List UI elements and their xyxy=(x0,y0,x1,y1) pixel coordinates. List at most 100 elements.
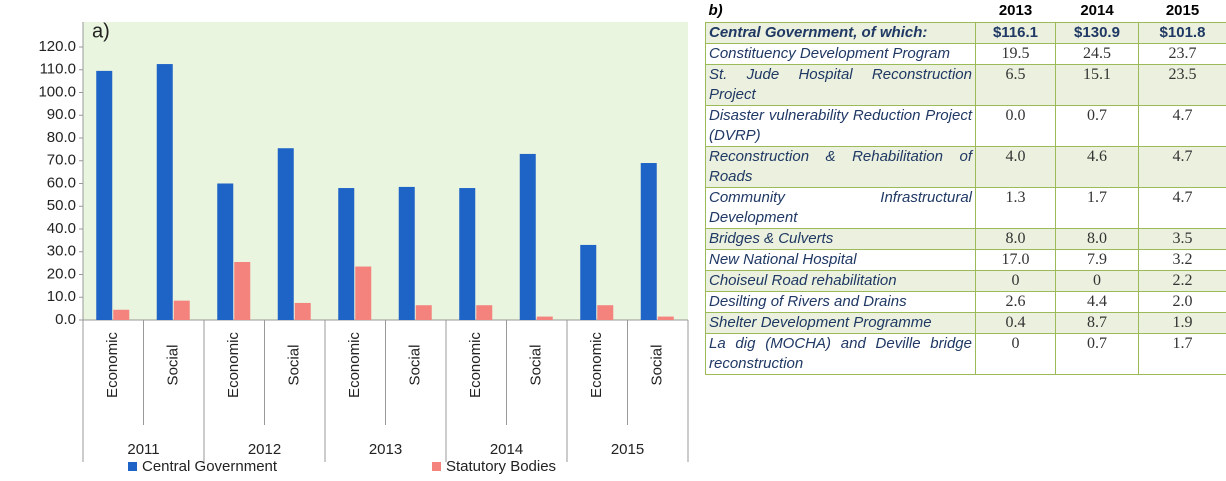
table-row: Reconstruction & Rehabilitation of Roads… xyxy=(705,146,1226,188)
legend-swatch xyxy=(432,462,441,471)
label-cell: Community Infrastructural Development xyxy=(705,187,976,229)
y-tick-label: 70.0 xyxy=(47,152,76,169)
value-cell: 0.0 xyxy=(975,105,1056,147)
value-cell: 0.7 xyxy=(1055,333,1139,375)
value-cell: 4.7 xyxy=(1138,146,1226,188)
y-tick-label: 10.0 xyxy=(47,288,76,305)
plot-background xyxy=(83,22,688,320)
value-cell: 1.3 xyxy=(975,187,1056,229)
group-label: 2013 xyxy=(369,441,402,458)
value-cell: 0.4 xyxy=(975,312,1056,334)
y-tick-label: 20.0 xyxy=(47,265,76,282)
x-tick-label: Social xyxy=(407,345,424,386)
bar xyxy=(173,300,190,320)
bar xyxy=(597,305,614,320)
group-label: 2015 xyxy=(611,441,644,458)
value-cell: $116.1 xyxy=(975,22,1056,44)
table: b) 2013 2014 2015 Central Government, of wh… xyxy=(705,0,1226,375)
value-cell: $101.8 xyxy=(1138,22,1226,44)
x-tick-label: Social xyxy=(286,345,303,386)
bar xyxy=(415,305,432,320)
bar xyxy=(657,316,674,320)
y-tick-label: 90.0 xyxy=(47,106,76,123)
x-tick-label: Economic xyxy=(104,332,121,398)
bar xyxy=(640,163,657,320)
value-cell: 6.5 xyxy=(975,64,1056,106)
label-cell: Central Government, of which: xyxy=(705,22,976,44)
bar xyxy=(519,153,536,320)
value-cell: 2.6 xyxy=(975,291,1056,313)
value-cell: $130.9 xyxy=(1055,22,1139,44)
value-cell: 3.2 xyxy=(1138,249,1226,271)
y-tick-label: 120.0 xyxy=(38,38,76,55)
value-cell: 0 xyxy=(975,270,1056,292)
y-tick-label: 80.0 xyxy=(47,129,76,146)
value-cell: 4.7 xyxy=(1138,105,1226,147)
value-cell: 0 xyxy=(975,333,1056,375)
table-row: Constituency Development Program 19.5 24.5… xyxy=(705,43,1226,65)
value-cell: 3.5 xyxy=(1138,228,1226,250)
value-cell: 4.6 xyxy=(1055,146,1139,188)
y-tick-label: 100.0 xyxy=(38,83,76,100)
value-cell: 8.0 xyxy=(1055,228,1139,250)
group-label: 2012 xyxy=(248,441,281,458)
value-cell: 0.7 xyxy=(1055,105,1139,147)
bar xyxy=(536,316,553,320)
value-cell: 8.0 xyxy=(975,228,1056,250)
label-cell: Shelter Development Programme xyxy=(705,312,976,334)
label-cell: St. Jude Hospital Reconstruction Project xyxy=(705,64,976,106)
table-row: Bridges & Culverts 8.0 8.0 3.5 xyxy=(705,228,1226,250)
bar xyxy=(398,186,415,320)
value-cell: 15.1 xyxy=(1055,64,1139,106)
table-row: New National Hospital 17.0 7.9 3.2 xyxy=(705,249,1226,271)
value-cell: 4.7 xyxy=(1138,187,1226,229)
x-tick-label: Social xyxy=(528,345,545,386)
group-label: 2014 xyxy=(490,441,523,458)
value-cell: 7.9 xyxy=(1055,249,1139,271)
table-row: La dig (MOCHA) and Deville bridge recons… xyxy=(705,333,1226,375)
header-cell: b) xyxy=(705,0,976,23)
bar xyxy=(234,261,251,320)
value-cell: 0 xyxy=(1055,270,1139,292)
label-cell: Constituency Development Program xyxy=(705,43,976,65)
bar xyxy=(580,244,597,320)
y-tick-label: 30.0 xyxy=(47,243,76,260)
legend-label: Central Government xyxy=(142,458,278,475)
value-cell: 4.0 xyxy=(975,146,1056,188)
legend-label: Statutory Bodies xyxy=(446,458,556,475)
value-cell: 1.7 xyxy=(1055,187,1139,229)
y-tick-label: 40.0 xyxy=(47,220,76,237)
y-tick-label: 50.0 xyxy=(47,197,76,214)
x-tick-label: Social xyxy=(649,345,666,386)
y-tick-label: 60.0 xyxy=(47,174,76,191)
label-cell: Bridges & Culverts xyxy=(705,228,976,250)
panel-label: a) xyxy=(92,20,110,42)
value-cell: 1.7 xyxy=(1138,333,1226,375)
label-cell: Choiseul Road rehabilitation xyxy=(705,270,976,292)
legend-swatch xyxy=(128,462,137,471)
label-cell: Reconstruction & Rehabilitation of Roads xyxy=(705,146,976,188)
label-cell: La dig (MOCHA) and Deville bridge recons… xyxy=(705,333,976,375)
y-tick-label: 110.0 xyxy=(40,61,76,78)
value-cell: 17.0 xyxy=(975,249,1056,271)
bar xyxy=(476,305,493,320)
table-row: St. Jude Hospital Reconstruction Project… xyxy=(705,64,1226,106)
bar xyxy=(294,302,311,320)
value-cell: 2.2 xyxy=(1138,270,1226,292)
header-cell: 2013 xyxy=(975,0,1056,23)
value-cell: 4.4 xyxy=(1055,291,1139,313)
bar xyxy=(459,188,476,320)
y-tick-label: 0.0 xyxy=(55,311,76,328)
x-tick-label: Social xyxy=(165,345,182,386)
bar xyxy=(113,309,130,320)
header-cell: 2015 xyxy=(1138,0,1226,23)
value-cell: 23.5 xyxy=(1138,64,1226,106)
x-tick-label: Economic xyxy=(467,332,484,398)
value-cell: 23.7 xyxy=(1138,43,1226,65)
value-cell: 1.9 xyxy=(1138,312,1226,334)
x-tick-label: Economic xyxy=(588,332,605,398)
label-cell: New National Hospital xyxy=(705,249,976,271)
table-row: Disaster vulnerability Reduction Project… xyxy=(705,105,1226,147)
x-tick-label: Economic xyxy=(225,332,242,398)
chart: a) 0.0 10.0 20.0 30.0 40.0 50.0 60.0 70.0 80.0 90… xyxy=(38,20,689,475)
